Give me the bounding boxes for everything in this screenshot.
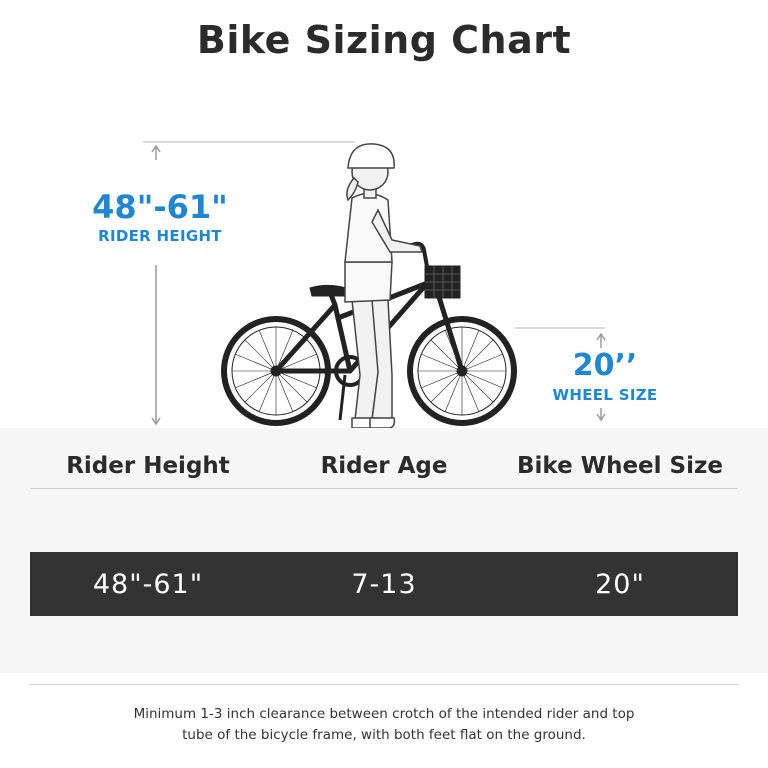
divider	[30, 684, 738, 685]
cell-rider-height: 48"-61"	[92, 568, 204, 600]
wheel-dimension-arrow	[515, 327, 606, 422]
illustration	[143, 141, 606, 429]
page-title: Bike Sizing Chart	[196, 18, 572, 62]
wheel-size-callout-value: 20’’	[572, 348, 638, 383]
header-rider-height: Rider Height	[66, 453, 230, 479]
wheel-size-callout-label: WHEEL SIZE	[552, 386, 658, 404]
cell-rider-age: 7-13	[351, 568, 417, 600]
rider-illustration	[344, 143, 424, 429]
sizing-table-header: Rider Height Rider Age Bike Wheel Size	[30, 448, 738, 484]
divider	[30, 488, 738, 489]
table-row: 48"-61" 7-13 20"	[30, 552, 738, 616]
rider-height-callout-value: 48"-61"	[92, 188, 228, 226]
cell-wheel-size: 20"	[595, 568, 645, 600]
header-rider-age: Rider Age	[320, 453, 448, 479]
height-dimension-arrow	[143, 141, 355, 426]
rider-height-callout-label: RIDER HEIGHT	[98, 227, 222, 245]
clearance-note: Minimum 1-3 inch clearance between crotc…	[133, 706, 635, 743]
header-wheel-size: Bike Wheel Size	[517, 453, 723, 479]
sizing-table-background	[0, 428, 768, 673]
